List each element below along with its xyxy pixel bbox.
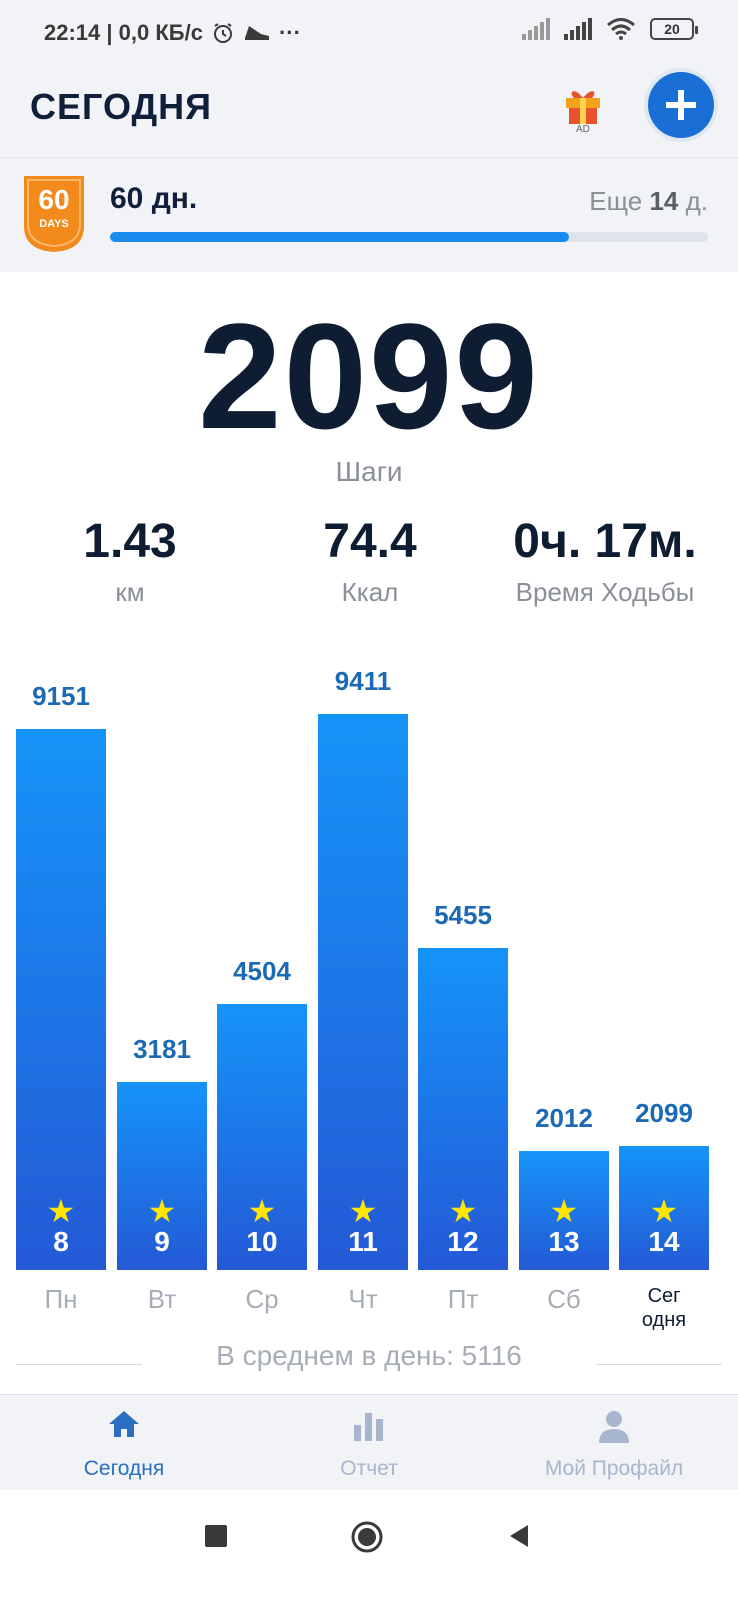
chart-day-number: 10: [246, 1226, 278, 1257]
chart-day-number: 12: [447, 1226, 479, 1257]
status-time: 22:14 | 0,0 КБ/с: [44, 20, 203, 45]
average-steps-label: В среднем в день: 5116: [216, 1340, 522, 1371]
signal-icon: [522, 18, 550, 40]
chart-day-label: Сб: [547, 1284, 581, 1314]
home-icon: [109, 1411, 139, 1437]
chart-day-number: 11: [348, 1226, 378, 1257]
chart-bar[interactable]: [16, 729, 106, 1270]
chart-day-number: 9: [154, 1226, 170, 1257]
recent-apps-icon[interactable]: [204, 1524, 228, 1548]
nav-report-label: Отчет: [340, 1457, 398, 1480]
streak-remaining: Еще 14 д.: [589, 186, 708, 217]
chart-bar[interactable]: [519, 1151, 609, 1270]
gift-ad-icon[interactable]: [562, 82, 604, 126]
profile-icon: [599, 1411, 629, 1443]
add-button[interactable]: [648, 72, 714, 138]
app-header: СЕГОДНЯ AD: [0, 64, 738, 158]
streak-label: 60 дн.: [110, 182, 198, 215]
today-steps-label: Шаги: [335, 456, 403, 487]
streak-progress-bar: [110, 232, 708, 242]
chart-day-number: 13: [548, 1226, 580, 1257]
chart-bar[interactable]: [217, 1004, 307, 1270]
wifi-icon: [607, 18, 635, 40]
plus-icon: [666, 90, 696, 120]
status-left: 22:14 | 0,0 КБ/с ···: [44, 20, 301, 46]
chart-day-number: 14: [648, 1226, 680, 1257]
system-nav-bar: [0, 1490, 738, 1599]
chart-bar-value-label: 9411: [334, 666, 392, 696]
average-rule-right: [596, 1364, 722, 1365]
chart-day-number: 8: [53, 1226, 69, 1257]
chart-bar-value-label: 3181: [133, 1034, 191, 1064]
nav-report[interactable]: Отчет: [259, 1409, 479, 1481]
chart-day-label: Пн: [44, 1284, 78, 1314]
more-notifications: ···: [278, 20, 301, 45]
chart-today-label-line: Сег: [647, 1285, 681, 1307]
nav-profile[interactable]: Мой Профайл: [504, 1409, 724, 1481]
chart-bar-value-label: 4504: [233, 956, 291, 986]
stat-walk-time-value: 0ч. 17м.: [513, 515, 697, 568]
status-bar: 22:14 | 0,0 КБ/с ··· 20: [0, 0, 738, 64]
gift-ad-badge: AD: [576, 124, 590, 135]
remaining-prefix: Еще: [589, 186, 643, 216]
stat-calories-label: Ккал: [341, 577, 399, 607]
star-icon: ★: [549, 1193, 579, 1229]
chart-bar-value-label: 2012: [535, 1103, 593, 1133]
remaining-value: 14: [649, 186, 679, 216]
average-rule-left: [16, 1364, 142, 1365]
page-title: СЕГОДНЯ: [30, 86, 212, 127]
stat-walk-time: 0ч. 17м. Время Ходьбы: [490, 514, 720, 608]
chart-bar-value-label: 9151: [32, 681, 90, 711]
chart-day-label: Пт: [447, 1284, 479, 1314]
shoe-icon: [244, 26, 269, 40]
home-circle-icon[interactable]: [350, 1520, 384, 1554]
chart-bar-value-label: 2099: [635, 1098, 693, 1128]
stat-distance-label: км: [115, 577, 145, 607]
star-icon: ★: [448, 1193, 478, 1229]
chart-day-label: Ср: [245, 1284, 279, 1314]
chart-bar[interactable]: [117, 1082, 207, 1270]
stat-calories: 74.4 Ккал: [270, 514, 470, 608]
star-icon: ★: [348, 1193, 378, 1229]
streak-progress-fill: [110, 232, 569, 242]
nav-today-label: Сегодня: [83, 1457, 165, 1480]
battery-icon: 20: [650, 18, 698, 40]
back-icon[interactable]: [508, 1524, 530, 1548]
chart-bar-value-label: 5455: [434, 900, 492, 930]
chart-bar[interactable]: [418, 948, 508, 1270]
badge-number: 60: [38, 184, 70, 215]
bar-chart-icon: [354, 1413, 383, 1441]
streak-badge-icon: [24, 176, 84, 252]
star-icon: ★: [247, 1193, 277, 1229]
stat-distance-value: 1.43: [83, 515, 177, 568]
status-right: 20: [522, 18, 698, 40]
average-divider: [0, 1344, 738, 1384]
alarm-icon: [213, 23, 232, 43]
chart-day-label: Чт: [348, 1284, 378, 1314]
stat-calories-value: 74.4: [323, 515, 417, 568]
star-icon: ★: [147, 1193, 177, 1229]
star-icon: ★: [649, 1193, 679, 1229]
nav-today[interactable]: Сегодня: [14, 1409, 234, 1481]
star-icon: ★: [46, 1193, 76, 1229]
stat-distance: 1.43 км: [30, 514, 230, 608]
signal-icon-2: [564, 18, 592, 40]
today-steps-value: 2099: [198, 292, 540, 460]
streak-section: 60 DAYS 60 дн. Еще 14 д.: [0, 158, 738, 272]
stat-walk-time-label: Время Ходьбы: [515, 577, 695, 607]
chart-day-label: Вт: [147, 1284, 177, 1314]
chart-today-label-line: одня: [641, 1309, 687, 1331]
badge-text: DAYS: [39, 218, 69, 230]
remaining-suffix: д.: [685, 186, 708, 216]
chart-bar[interactable]: [619, 1146, 709, 1270]
bottom-nav: Сегодня Отчет Мой Профайл: [0, 1394, 738, 1490]
nav-profile-label: Мой Профайл: [544, 1457, 684, 1480]
chart-bar[interactable]: [318, 714, 408, 1270]
chart-day-label: Сег одня: [619, 1284, 709, 1332]
